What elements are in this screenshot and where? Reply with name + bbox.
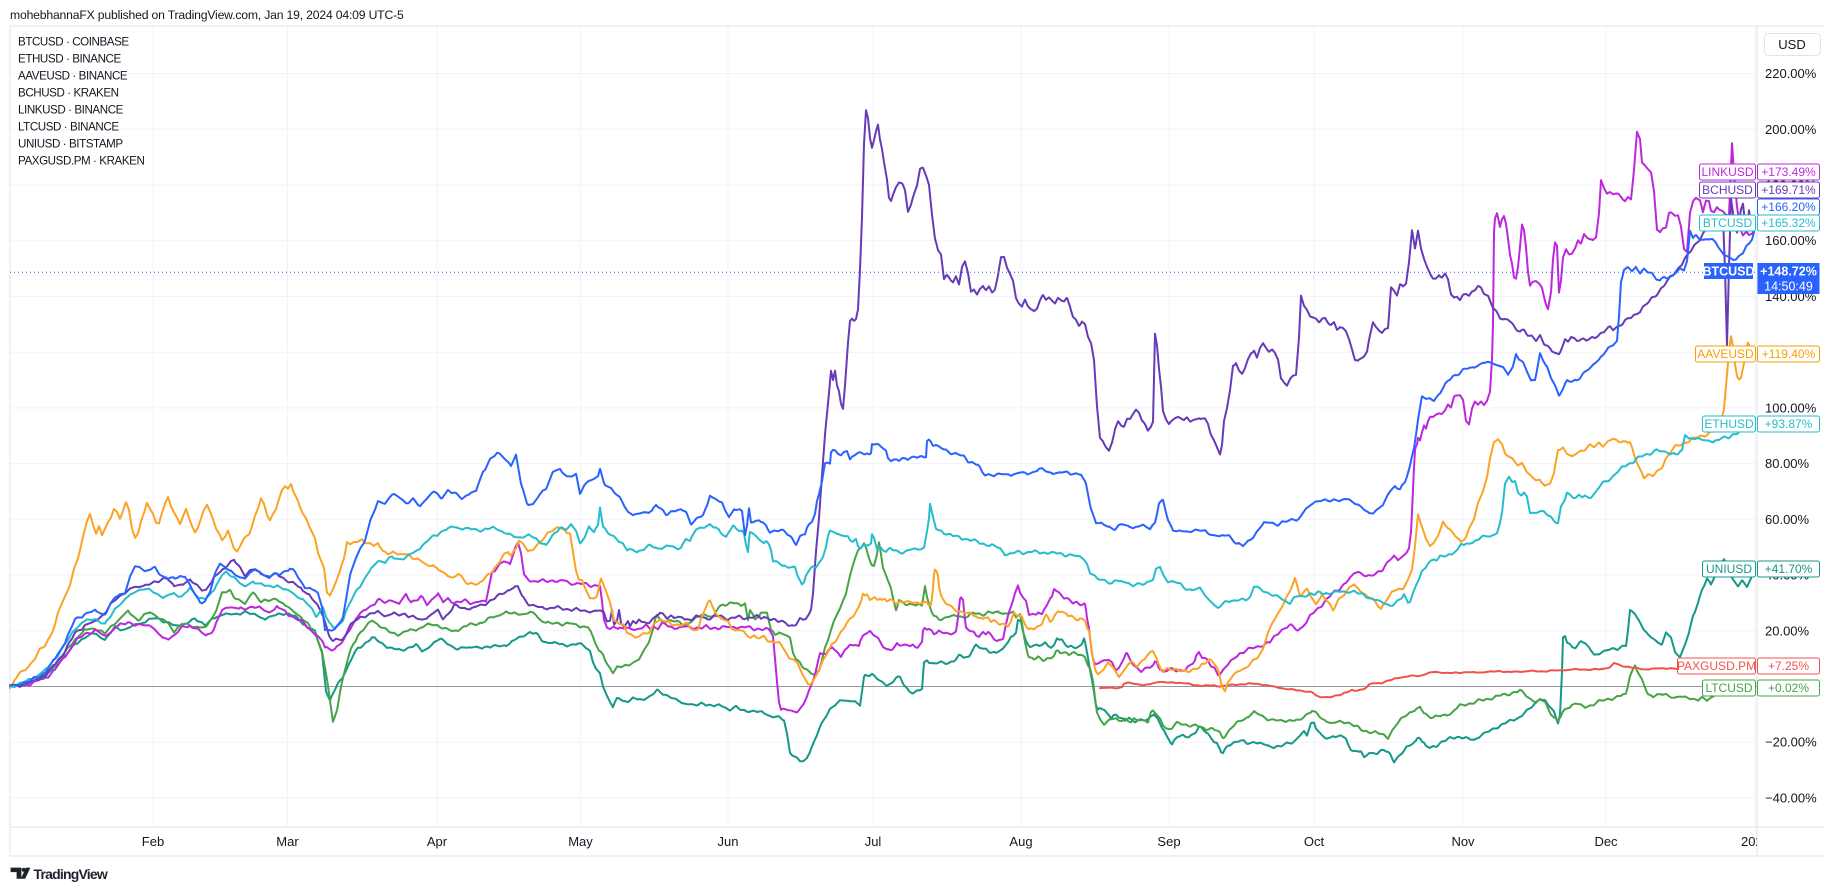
svg-text:100.00%: 100.00% xyxy=(1765,400,1817,415)
svg-text:ETHUSD: ETHUSD xyxy=(1704,417,1754,431)
svg-text:+148.72%: +148.72% xyxy=(1760,265,1817,279)
svg-text:+169.71%: +169.71% xyxy=(1761,183,1816,197)
svg-text:AAVEUSD · BINANCE: AAVEUSD · BINANCE xyxy=(18,70,128,83)
svg-text:Jul: Jul xyxy=(865,834,882,849)
svg-text:Dec: Dec xyxy=(1594,834,1618,849)
svg-text:+0.02%: +0.02% xyxy=(1768,681,1809,695)
svg-text:20.00%: 20.00% xyxy=(1765,623,1810,638)
svg-text:220.00%: 220.00% xyxy=(1765,66,1817,81)
svg-text:14:50:49: 14:50:49 xyxy=(1764,280,1813,294)
svg-text:mohebhannaFX published on Trad: mohebhannaFX published on TradingView.co… xyxy=(10,8,404,22)
svg-text:ETHUSD · BINANCE: ETHUSD · BINANCE xyxy=(18,53,121,66)
svg-text:Oct: Oct xyxy=(1304,834,1325,849)
svg-text:Aug: Aug xyxy=(1009,834,1032,849)
svg-text:2024: 2024 xyxy=(1741,834,1770,849)
svg-text:+7.25%: +7.25% xyxy=(1768,659,1809,673)
svg-text:UNIUSD · BITSTAMP: UNIUSD · BITSTAMP xyxy=(18,138,123,151)
svg-text:80.00%: 80.00% xyxy=(1765,456,1810,471)
svg-text:BCHUSD: BCHUSD xyxy=(1702,183,1753,197)
svg-text:May: May xyxy=(568,834,593,849)
svg-text:−20.00%: −20.00% xyxy=(1765,735,1817,750)
svg-text:UNIUSD: UNIUSD xyxy=(1706,562,1752,576)
svg-text:BCHUSD · KRAKEN: BCHUSD · KRAKEN xyxy=(18,87,119,100)
svg-text:LTCUSD · BINANCE: LTCUSD · BINANCE xyxy=(18,121,119,134)
svg-text:TradingView: TradingView xyxy=(34,866,108,882)
svg-text:USD: USD xyxy=(1778,37,1805,52)
svg-text:Sep: Sep xyxy=(1157,834,1180,849)
svg-text:AAVEUSD: AAVEUSD xyxy=(1697,347,1754,361)
svg-text:200.00%: 200.00% xyxy=(1765,122,1817,137)
svg-text:+41.70%: +41.70% xyxy=(1765,562,1813,576)
svg-text:Feb: Feb xyxy=(142,834,164,849)
svg-text:Jun: Jun xyxy=(718,834,739,849)
svg-text:PAXGUSD.PM · KRAKEN: PAXGUSD.PM · KRAKEN xyxy=(18,155,144,168)
svg-text:BTCUSD: BTCUSD xyxy=(1703,216,1753,230)
svg-text:60.00%: 60.00% xyxy=(1765,512,1810,527)
svg-text:+166.20%: +166.20% xyxy=(1761,200,1816,214)
svg-text:Apr: Apr xyxy=(427,834,448,849)
svg-text:+173.49%: +173.49% xyxy=(1761,165,1816,179)
svg-text:Nov: Nov xyxy=(1451,834,1475,849)
svg-text:LTCUSD: LTCUSD xyxy=(1705,681,1752,695)
svg-text:BTCUSD: BTCUSD xyxy=(1702,265,1754,279)
svg-text:+165.32%: +165.32% xyxy=(1761,216,1816,230)
svg-text:LINKUSD: LINKUSD xyxy=(1701,165,1753,179)
svg-text:+93.87%: +93.87% xyxy=(1765,417,1813,431)
svg-text:BTCUSD · COINBASE: BTCUSD · COINBASE xyxy=(18,36,129,49)
svg-text:−40.00%: −40.00% xyxy=(1765,790,1817,805)
svg-text:+119.40%: +119.40% xyxy=(1762,347,1816,361)
svg-text:LINKUSD · BINANCE: LINKUSD · BINANCE xyxy=(18,104,124,117)
svg-text:160.00%: 160.00% xyxy=(1765,233,1817,248)
svg-text:Mar: Mar xyxy=(276,834,299,849)
svg-text:PAXGUSD.PM: PAXGUSD.PM xyxy=(1677,659,1756,673)
